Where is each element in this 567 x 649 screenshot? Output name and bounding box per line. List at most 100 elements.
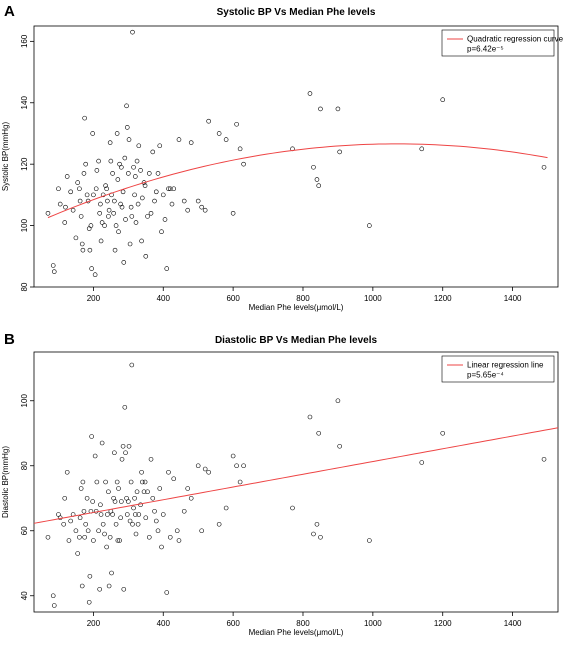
data-point (87, 573, 93, 579)
scatter-points (45, 362, 547, 608)
data-point (112, 499, 118, 504)
data-point (94, 168, 100, 173)
plot-frame (33, 351, 559, 613)
y-tick-label: 160 (20, 34, 29, 48)
x-tick-label: 1400 (504, 619, 522, 628)
data-point (134, 489, 140, 495)
data-point (68, 189, 73, 195)
y-tick-label: 80 (20, 282, 29, 291)
data-point (176, 137, 182, 142)
data-point (90, 499, 95, 504)
data-point (139, 238, 144, 244)
data-point (167, 186, 173, 192)
data-point (335, 106, 341, 112)
data-point (105, 512, 110, 517)
data-point (153, 189, 159, 195)
legend-stat: p=5.65e⁻⁴ (467, 371, 504, 380)
data-point (124, 125, 130, 130)
data-point (234, 121, 239, 127)
data-point (106, 583, 112, 589)
data-point (181, 198, 187, 204)
data-point (419, 460, 425, 465)
data-point (136, 512, 142, 517)
x-axis-label: Median Phe levels(μmol/L) (249, 628, 344, 637)
data-point (114, 479, 120, 485)
data-point (134, 158, 140, 164)
data-point (311, 164, 316, 170)
data-point (113, 223, 119, 228)
data-point (188, 495, 194, 501)
data-point (541, 164, 547, 170)
data-point (133, 174, 138, 179)
data-point (129, 362, 135, 368)
data-point (88, 223, 94, 228)
data-point (181, 508, 187, 514)
data-point (188, 140, 194, 145)
data-point (73, 528, 79, 534)
data-point (318, 106, 323, 112)
data-point (307, 91, 313, 96)
data-point (199, 204, 204, 210)
data-point (216, 521, 222, 527)
x-tick-label: 600 (226, 619, 240, 628)
data-point (157, 486, 163, 491)
data-point (199, 528, 204, 534)
data-point (128, 479, 134, 485)
data-point (166, 469, 171, 475)
data-point (77, 515, 83, 521)
y-tick-label: 60 (20, 526, 29, 535)
data-point (121, 586, 127, 592)
data-point (135, 201, 141, 207)
data-point (367, 538, 372, 543)
data-point (159, 229, 164, 235)
data-point (83, 161, 89, 167)
panel-b: B Diastolic BP Vs Median Phe levels 200 400… (1, 331, 559, 637)
data-point (145, 489, 150, 495)
data-point (78, 486, 84, 491)
data-point (73, 235, 79, 241)
data-point (160, 192, 166, 198)
data-point (138, 168, 143, 173)
data-point (230, 453, 236, 459)
data-point (57, 201, 63, 207)
data-point (61, 521, 66, 527)
data-point (127, 518, 133, 524)
x-tick-label: 800 (296, 294, 310, 303)
data-point (98, 238, 104, 244)
data-point (123, 450, 128, 456)
data-point (223, 505, 229, 511)
data-point (62, 495, 68, 501)
x-tick-label: 1000 (364, 619, 382, 628)
data-point (141, 489, 147, 495)
data-point (126, 443, 132, 449)
data-point (82, 115, 87, 121)
data-point (122, 404, 128, 410)
data-point (112, 198, 117, 204)
data-point (139, 479, 145, 485)
legend-label: Quadratic regression curve (467, 35, 564, 44)
data-point (50, 593, 56, 599)
chart-title: Diastolic BP Vs Median Phe levels (215, 335, 378, 346)
data-point (216, 131, 222, 136)
data-point (68, 518, 73, 524)
data-point (126, 137, 132, 142)
data-point (92, 272, 98, 278)
data-point (541, 456, 547, 462)
data-point (131, 505, 136, 511)
data-point (75, 551, 80, 556)
data-point (109, 570, 114, 576)
data-point (234, 463, 239, 469)
data-point (145, 214, 150, 219)
data-point (80, 479, 86, 485)
data-point (77, 198, 83, 204)
data-point (223, 137, 229, 142)
data-point (107, 140, 113, 145)
data-point (75, 180, 80, 185)
data-point (130, 521, 135, 527)
data-point (167, 534, 173, 540)
x-tick-label: 400 (157, 619, 171, 628)
data-point (106, 489, 111, 495)
data-point (104, 544, 109, 550)
